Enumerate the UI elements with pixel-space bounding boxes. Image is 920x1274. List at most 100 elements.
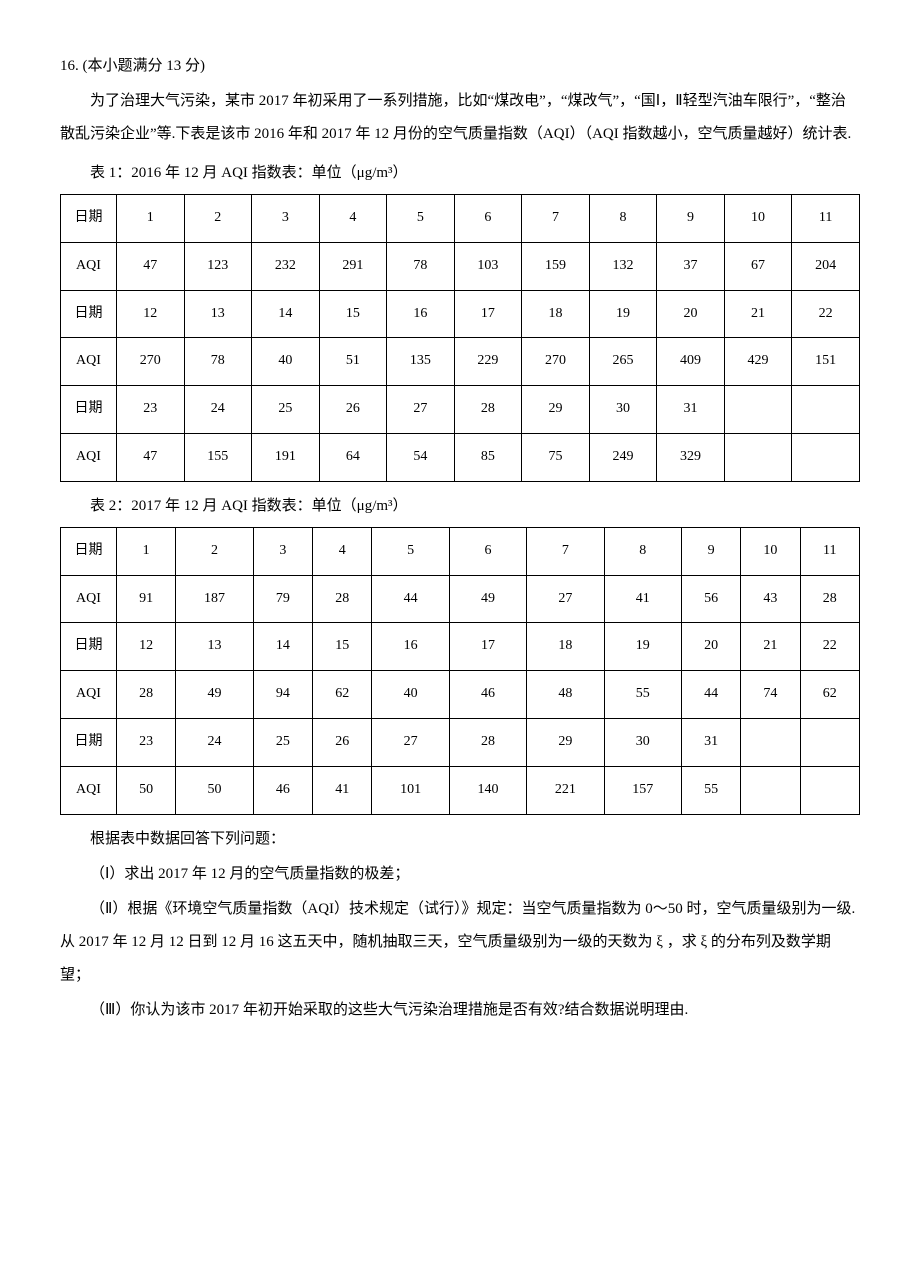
row-header-date: 日期 [61, 527, 117, 575]
cell: 15 [319, 290, 387, 338]
cell: 232 [252, 242, 320, 290]
cell: 46 [449, 671, 526, 719]
cell: 49 [449, 575, 526, 623]
table1: 日期 1 2 3 4 5 6 7 8 9 10 11 AQI 47 123 23… [60, 194, 860, 482]
cell: 2 [176, 527, 253, 575]
cell: 1 [117, 527, 176, 575]
row-header-date: 日期 [61, 718, 117, 766]
cell: 5 [387, 195, 455, 243]
cell: 132 [589, 242, 657, 290]
cell: 43 [741, 575, 800, 623]
cell: 28 [313, 575, 372, 623]
cell: 28 [449, 718, 526, 766]
row-header-aqi: AQI [61, 242, 117, 290]
row-header-date: 日期 [61, 290, 117, 338]
cell: 44 [681, 671, 740, 719]
cell: 6 [449, 527, 526, 575]
cell: 55 [681, 766, 740, 814]
cell: 103 [454, 242, 522, 290]
row-header-aqi: AQI [61, 575, 117, 623]
cell: 8 [604, 527, 681, 575]
table-row: AQI 47 123 232 291 78 103 159 132 37 67 … [61, 242, 860, 290]
cell: 329 [657, 433, 725, 481]
cell: 265 [589, 338, 657, 386]
cell: 101 [372, 766, 449, 814]
questions-prompt: 根据表中数据回答下列问题： [60, 823, 860, 856]
cell: 17 [449, 623, 526, 671]
cell: 4 [319, 195, 387, 243]
table-row: AQI 47 155 191 64 54 85 75 249 329 [61, 433, 860, 481]
cell: 10 [724, 195, 792, 243]
cell: 17 [454, 290, 522, 338]
cell: 48 [527, 671, 604, 719]
cell: 3 [253, 527, 312, 575]
cell: 25 [253, 718, 312, 766]
cell [741, 718, 800, 766]
table-row: AQI 270 78 40 51 135 229 270 265 409 429… [61, 338, 860, 386]
cell: 24 [176, 718, 253, 766]
question-3: （Ⅲ）你认为该市 2017 年初开始采取的这些大气污染治理措施是否有效?结合数据… [60, 994, 860, 1027]
cell: 24 [184, 386, 252, 434]
table-row: 日期 12 13 14 15 16 17 18 19 20 21 22 [61, 623, 860, 671]
table-row: 日期 12 13 14 15 16 17 18 19 20 21 22 [61, 290, 860, 338]
cell: 28 [117, 671, 176, 719]
cell: 291 [319, 242, 387, 290]
cell: 4 [313, 527, 372, 575]
cell: 23 [117, 386, 185, 434]
cell: 31 [657, 386, 725, 434]
cell: 1 [117, 195, 185, 243]
problem-number: 16. (本小题满分 13 分) [60, 50, 860, 83]
cell: 18 [522, 290, 590, 338]
cell: 14 [252, 290, 320, 338]
cell: 26 [319, 386, 387, 434]
cell: 12 [117, 290, 185, 338]
table-row: AQI 91 187 79 28 44 49 27 41 56 43 28 [61, 575, 860, 623]
cell: 12 [117, 623, 176, 671]
cell: 3 [252, 195, 320, 243]
row-header-date: 日期 [61, 195, 117, 243]
cell: 78 [184, 338, 252, 386]
cell: 9 [681, 527, 740, 575]
cell: 40 [252, 338, 320, 386]
cell [800, 718, 859, 766]
cell: 19 [589, 290, 657, 338]
cell: 54 [387, 433, 455, 481]
question-2: （Ⅱ）根据《环境空气质量指数（AQI）技术规定（试行）》规定：当空气质量指数为 … [60, 893, 860, 992]
table1-title: 表 1：2016 年 12 月 AQI 指数表：单位（μg/m³） [60, 157, 860, 190]
problem-intro: 为了治理大气污染，某市 2017 年初采用了一系列措施，比如“煤改电”，“煤改气… [60, 85, 860, 151]
cell: 62 [800, 671, 859, 719]
cell: 91 [117, 575, 176, 623]
cell: 41 [604, 575, 681, 623]
cell: 5 [372, 527, 449, 575]
cell: 37 [657, 242, 725, 290]
cell: 10 [741, 527, 800, 575]
row-header-aqi: AQI [61, 766, 117, 814]
cell [792, 433, 860, 481]
cell: 40 [372, 671, 449, 719]
cell: 55 [604, 671, 681, 719]
cell: 429 [724, 338, 792, 386]
cell: 8 [589, 195, 657, 243]
cell: 155 [184, 433, 252, 481]
cell: 159 [522, 242, 590, 290]
cell: 2 [184, 195, 252, 243]
cell: 187 [176, 575, 253, 623]
cell: 204 [792, 242, 860, 290]
cell: 85 [454, 433, 522, 481]
cell: 51 [319, 338, 387, 386]
cell: 30 [589, 386, 657, 434]
cell: 13 [176, 623, 253, 671]
cell: 22 [800, 623, 859, 671]
cell: 29 [522, 386, 590, 434]
cell: 27 [387, 386, 455, 434]
cell: 151 [792, 338, 860, 386]
cell: 23 [117, 718, 176, 766]
cell [724, 433, 792, 481]
cell: 221 [527, 766, 604, 814]
cell: 20 [681, 623, 740, 671]
table-row: AQI 50 50 46 41 101 140 221 157 55 [61, 766, 860, 814]
cell: 30 [604, 718, 681, 766]
table-row: 日期 1 2 3 4 5 6 7 8 9 10 11 [61, 527, 860, 575]
table2: 日期 1 2 3 4 5 6 7 8 9 10 11 AQI 91 187 79… [60, 527, 860, 815]
cell: 75 [522, 433, 590, 481]
